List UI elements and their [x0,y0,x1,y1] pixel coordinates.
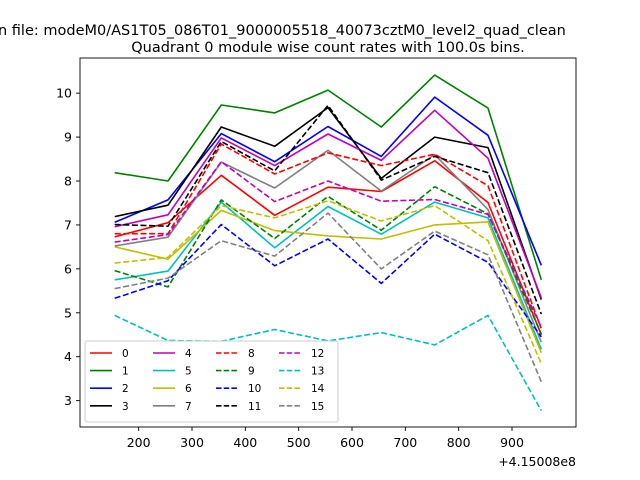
y-tick-label: 7 [64,217,72,232]
x-tick-label: 200 [127,435,151,450]
legend-label-5: 5 [185,366,192,378]
series-line-15 [114,212,543,383]
figure-suptitle: n file: modeM0/AS1T05_086T01_9000005518_… [0,23,566,39]
series-line-10 [114,223,542,338]
y-tick-label: 5 [64,305,72,320]
series-line-14 [114,200,543,365]
series-line-9 [114,185,543,335]
legend-label-9: 9 [248,366,255,378]
series-line-0 [114,160,543,336]
legend-label-6: 6 [185,383,192,395]
y-tick-label: 6 [64,261,72,276]
legend-label-12: 12 [311,348,324,360]
y-tick-label: 10 [56,86,72,101]
legend-label-8: 8 [248,348,255,360]
legend-label-0: 0 [122,348,129,360]
series-line-1 [114,74,543,281]
y-axis: 3 4 5 6 7 8 9 10 [56,86,80,408]
x-tick-label: 500 [287,435,311,450]
series-line-8 [114,143,543,329]
x-tick-label: 300 [180,435,204,450]
series-line-5 [114,201,543,350]
legend-label-1: 1 [122,366,129,378]
series-line-7 [114,149,543,343]
legend-label-2: 2 [122,383,129,395]
chart-title: Quadrant 0 module wise count rates with … [131,40,525,56]
x-axis-offset-label: +4.15008e8 [498,454,576,469]
legend-label-15: 15 [311,401,324,413]
x-tick-label: 700 [393,435,417,450]
y-tick-label: 8 [64,174,72,189]
legend-label-13: 13 [311,366,324,378]
legend-label-3: 3 [122,401,129,413]
series-line-11 [114,104,543,315]
series-lines [114,74,543,412]
series-line-12 [114,160,543,328]
x-tick-label: 600 [340,435,364,450]
legend-label-10: 10 [248,383,261,395]
y-tick-label: 4 [64,349,72,364]
legend-label-7: 7 [185,401,192,413]
x-axis: 200 300 400 500 600 700 800 900 [127,427,524,450]
series-line-6 [114,209,543,354]
series-line-13 [114,314,542,412]
x-tick-label: 900 [500,435,524,450]
x-tick-label: 800 [447,435,471,450]
y-tick-label: 3 [64,393,72,408]
legend-label-4: 4 [185,348,192,360]
legend-label-11: 11 [248,401,261,413]
x-tick-label: 400 [233,435,257,450]
series-line-3 [114,106,543,300]
series-line-4 [114,109,543,299]
legend-label-14: 14 [311,383,325,395]
legend-box [84,340,339,423]
plot-area-frame [79,57,577,428]
y-tick-label: 9 [64,130,72,145]
